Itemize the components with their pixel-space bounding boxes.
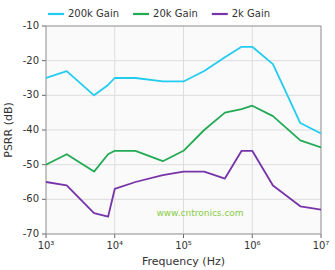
tick-label-y: -30 [23,89,39,100]
tick-y [42,130,46,131]
tick-y [42,199,46,200]
series-line [46,106,321,172]
tick-label-y: -40 [23,124,39,135]
tick-label-x: 10⁵ [175,240,192,251]
tick-x [252,234,253,238]
grid-line-x [252,26,253,234]
chart: -70 -60 -50 -40 -30 -20 -10 10³ 10⁴ 10⁵ 10⁶ 10⁷ www.… [0,0,335,270]
tick-label-x: 10⁷ [313,240,330,251]
plot-area: -70 -60 -50 -40 -30 -20 -10 10³ 10⁴ 10⁵ 10⁶ 10⁷ www.… [23,20,330,251]
tick-label-y: -60 [23,193,39,204]
grid-line-x [183,26,184,234]
watermark: www.cntronics.com [156,208,243,218]
legend-swatch [48,13,64,15]
legend-item: 20k Gain [133,8,198,19]
legend-label: 20k Gain [153,8,198,19]
grid-line-x [114,26,115,234]
tick-label-y: -20 [23,55,39,66]
plot-frame [46,26,321,234]
series-line [46,47,321,134]
legend-item: 200k Gain [48,8,119,19]
plot-background [46,26,321,234]
legend-label: 200k Gain [68,8,119,19]
tick-label-y: -10 [23,20,39,31]
y-axis-label: PSRR (dB) [2,102,15,158]
tick-y [42,234,46,235]
tick-y [42,164,46,165]
tick-x [183,234,184,238]
tick-label-y: -70 [23,228,39,239]
grid [46,26,321,234]
series-group [46,47,321,217]
tick-y [42,95,46,96]
legend: 200k Gain 20k Gain 2k Gain [48,8,270,19]
tick-x [321,234,322,238]
legend-label: 2k Gain [232,8,270,19]
legend-swatch [212,13,228,15]
x-axis-label: Frequency (Hz) [142,255,225,268]
legend-swatch [133,13,149,15]
tick-x [114,234,115,238]
legend-item: 2k Gain [212,8,270,19]
tick-x [46,234,47,238]
tick-y [42,26,46,27]
tick-label-x: 10³ [38,240,55,251]
tick-y [42,60,46,61]
tick-label-x: 10⁴ [106,240,123,251]
tick-label-y: -50 [23,159,39,170]
tick-label-x: 10⁶ [244,240,261,251]
